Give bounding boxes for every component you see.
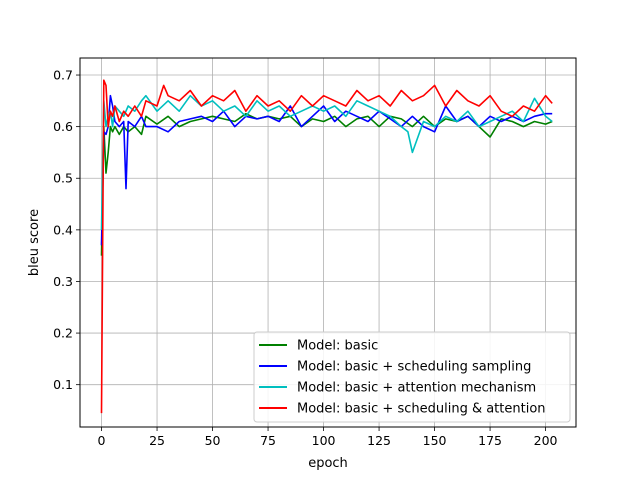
legend-label: Model: basic + scheduling & attention xyxy=(297,402,546,417)
y-tick-label: 0.7 xyxy=(53,68,73,83)
series-line-2 xyxy=(100,94,553,246)
x-tick-label: 100 xyxy=(312,433,336,448)
y-tick-label: 0.1 xyxy=(53,377,73,392)
y-axis-title: bleu score xyxy=(27,209,42,276)
x-tick-label: 0 xyxy=(98,433,106,448)
plot-frame xyxy=(79,57,577,428)
x-tick-label: 175 xyxy=(478,433,502,448)
x-axis-title: epoch xyxy=(308,456,348,471)
legend-label: Model: basic + attention mechanism xyxy=(297,381,536,396)
series-lines xyxy=(100,79,553,414)
legend: Model: basic Model: basic + scheduling sa… xyxy=(253,331,571,423)
x-tick-label: 25 xyxy=(149,433,165,448)
legend-box xyxy=(253,331,571,423)
y-tick-label: 0.6 xyxy=(53,119,73,134)
y-tick-label: 0.5 xyxy=(53,171,73,186)
y-tick-label: 0.3 xyxy=(53,274,73,289)
x-tick-label: 150 xyxy=(423,433,447,448)
series-line-4 xyxy=(100,79,553,414)
legend-label: Model: basic xyxy=(297,339,378,354)
x-tick-label: 75 xyxy=(260,433,276,448)
x-tick-label: 50 xyxy=(205,433,221,448)
y-tick-label: 0.4 xyxy=(53,222,73,237)
y-tick-label: 0.2 xyxy=(53,326,73,341)
x-tick-label: 200 xyxy=(534,433,558,448)
x-axis-ticks: 0 25 50 75 100 125 150 175 200 xyxy=(98,427,558,448)
x-tick-label: 125 xyxy=(367,433,391,448)
y-axis-ticks: 0.1 0.2 0.3 0.4 0.5 0.6 0.7 xyxy=(53,68,80,392)
legend-label: Model: basic + scheduling sampling xyxy=(297,360,531,375)
